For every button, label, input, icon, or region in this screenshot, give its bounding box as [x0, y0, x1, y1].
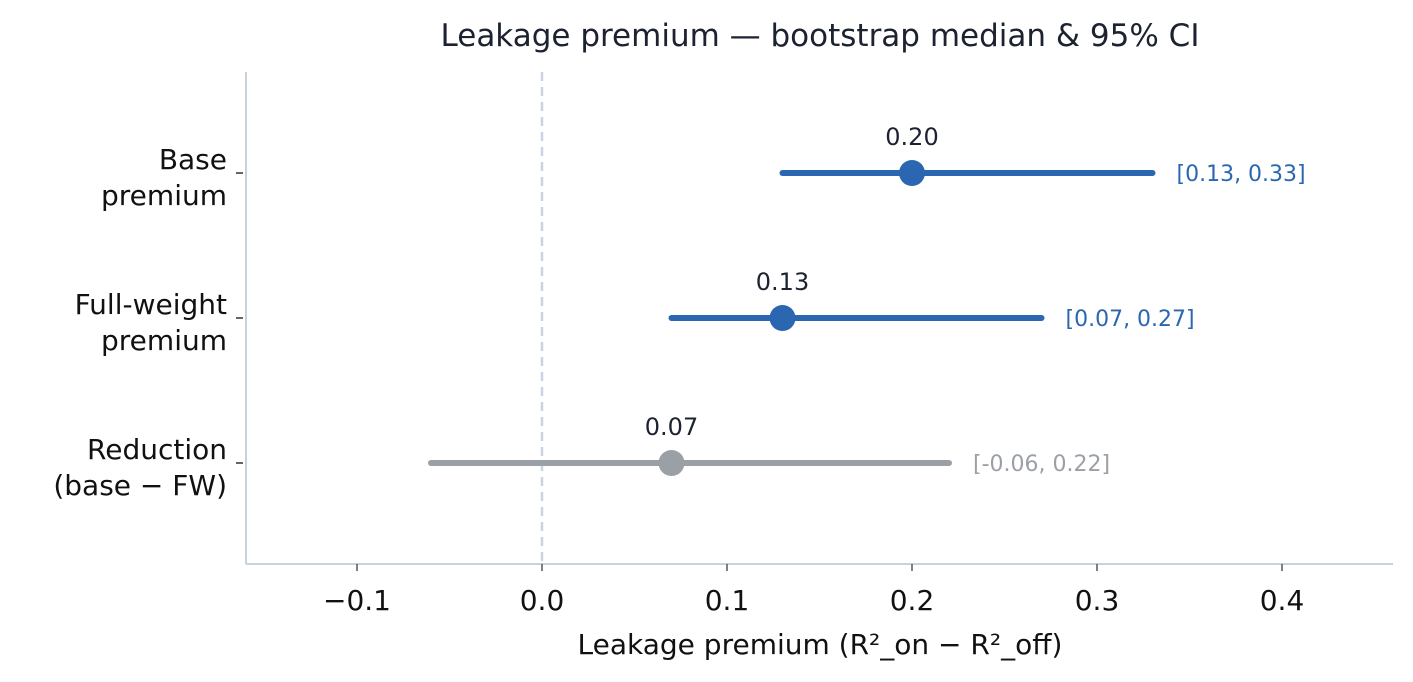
ci-row: Reduction (base − FW) 0.07 [-0.06, 0.22] [53, 413, 1110, 502]
category-label-line: (base − FW) [53, 469, 227, 502]
median-point [899, 160, 925, 186]
x-tick-label: 0.3 [1075, 584, 1120, 617]
median-value-label: 0.20 [885, 123, 938, 151]
category-label: Reduction (base − FW) [53, 433, 227, 502]
median-point [658, 450, 685, 476]
x-tick-label: 0.0 [520, 584, 565, 617]
median-value-label: 0.13 [756, 268, 809, 296]
category-label-line: premium [101, 324, 227, 357]
category-label-line: premium [101, 179, 227, 212]
chart-title: Leakage premium — bootstrap median & 95%… [441, 18, 1200, 54]
category-label-line: Reduction [87, 433, 227, 466]
category-label-line: Full-weight [75, 288, 227, 321]
ci-row: Full-weight premium 0.13 [0.07, 0.27] [75, 268, 1195, 357]
category-label: Full-weight premium [75, 288, 227, 357]
x-tick-label: 0.1 [705, 584, 750, 617]
ci-row: Base premium 0.20 [0.13, 0.33] [101, 123, 1306, 212]
ci-range-label: [0.13, 0.33] [1177, 162, 1306, 187]
ci-range-label: [0.07, 0.27] [1066, 307, 1195, 332]
category-label: Base premium [101, 143, 227, 212]
ci-range-label: [-0.06, 0.22] [973, 452, 1110, 477]
x-tick-label: 0.2 [890, 584, 935, 617]
median-point [769, 305, 796, 331]
x-tick-label: −0.1 [323, 584, 391, 617]
x-tick-label: 0.4 [1260, 584, 1305, 617]
median-value-label: 0.07 [645, 413, 698, 441]
x-axis-label: Leakage premium (R²_on − R²_off) [578, 628, 1063, 661]
category-label-line: Base [159, 143, 227, 176]
